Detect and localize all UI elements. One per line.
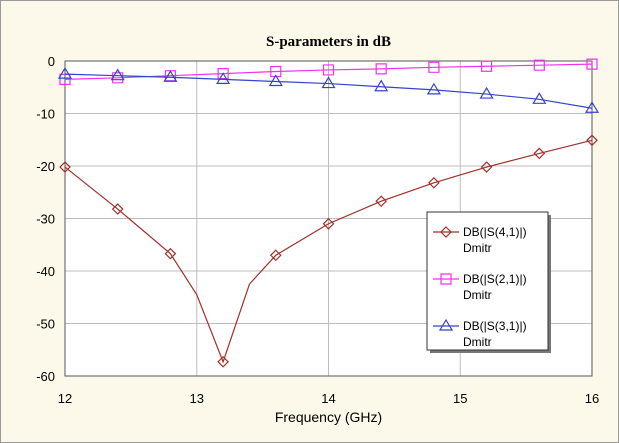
data-point-1 xyxy=(428,176,440,189)
series-line-3 xyxy=(64,73,593,109)
data-point-1 xyxy=(480,161,493,173)
data-point-3 xyxy=(532,92,547,104)
data-point-3 xyxy=(479,86,494,99)
plot-border xyxy=(64,60,593,377)
data-point-2 xyxy=(428,61,440,73)
series-line-1 xyxy=(64,139,593,364)
legend-marker xyxy=(440,226,452,238)
data-point-3 xyxy=(163,70,178,82)
data-point-3 xyxy=(426,82,441,95)
legend-entry-sub: Dmitr xyxy=(463,335,492,349)
legend-marker xyxy=(440,273,452,285)
data-point-1 xyxy=(59,161,71,173)
data-point-2 xyxy=(270,65,282,78)
data-point-1 xyxy=(164,247,177,260)
legend-entry-sub: Dmitr xyxy=(463,241,492,255)
data-point-3 xyxy=(216,72,231,84)
x-tick-label: 12 xyxy=(58,391,72,406)
x-tick-label: 16 xyxy=(585,391,599,406)
data-point-1 xyxy=(217,355,229,368)
data-point-3 xyxy=(321,76,336,89)
y-tick-label: -30 xyxy=(36,212,55,227)
data-point-1 xyxy=(111,203,124,215)
data-point-1 xyxy=(533,147,546,160)
y-tick-label: -10 xyxy=(36,107,55,122)
y-tick-label: -50 xyxy=(36,317,55,332)
data-point-1 xyxy=(586,134,598,147)
y-tick-label: -60 xyxy=(36,369,55,384)
data-point-3 xyxy=(584,101,600,113)
legend-entry-sub: Dmitr xyxy=(463,288,492,302)
data-point-1 xyxy=(269,249,282,262)
data-point-1 xyxy=(375,195,388,208)
data-point-2 xyxy=(375,63,387,75)
data-point-2 xyxy=(322,64,335,76)
data-point-2 xyxy=(217,67,229,80)
data-point-3 xyxy=(110,68,125,81)
x-axis-label: Frequency (GHz) xyxy=(275,409,382,425)
data-point-2 xyxy=(586,58,598,70)
data-point-2 xyxy=(481,60,493,72)
data-point-3 xyxy=(57,66,73,79)
x-tick-label: 13 xyxy=(190,391,204,406)
data-point-3 xyxy=(374,79,389,92)
y-tick-label: 0 xyxy=(48,54,55,69)
legend-marker xyxy=(438,318,454,331)
data-point-2 xyxy=(533,59,545,71)
legend-entry-name: DB(|S(3,1)|) xyxy=(463,319,527,333)
data-point-1 xyxy=(322,217,335,230)
y-tick-label: -40 xyxy=(36,264,55,279)
y-tick-label: -20 xyxy=(36,159,55,174)
x-tick-label: 14 xyxy=(321,391,335,406)
legend-entry-name: DB(|S(2,1)|) xyxy=(463,272,527,286)
x-tick-label: 15 xyxy=(453,391,467,406)
chart-title: S-parameters in dB xyxy=(266,34,391,50)
legend-entry-name: DB(|S(4,1)|) xyxy=(463,225,527,239)
data-point-3 xyxy=(268,74,283,87)
